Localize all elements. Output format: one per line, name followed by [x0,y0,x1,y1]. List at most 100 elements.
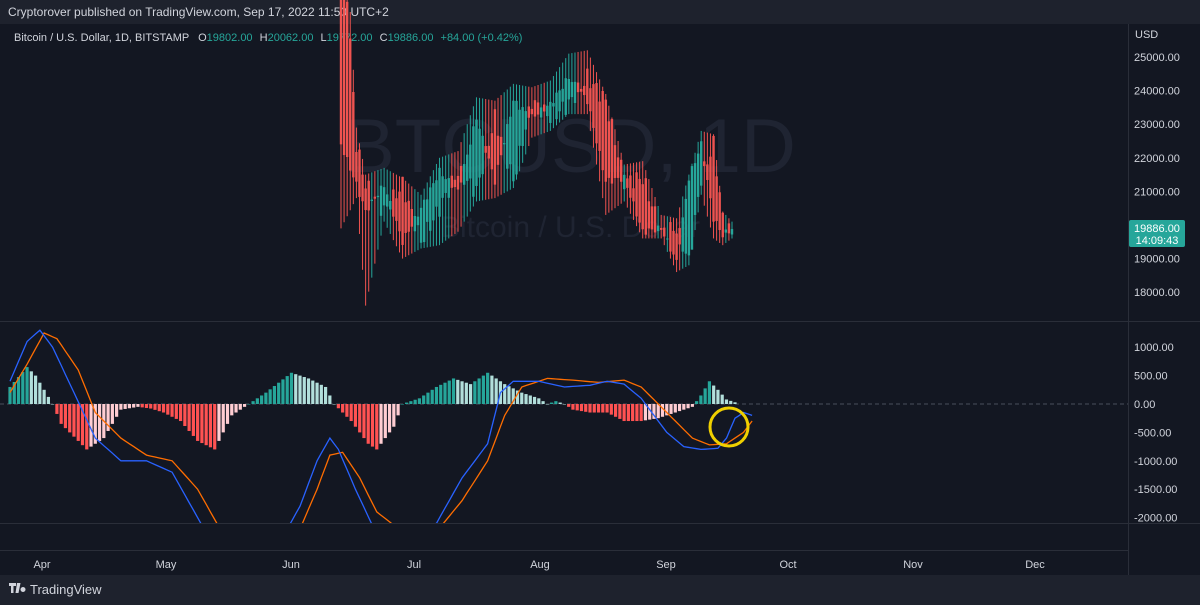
candle-body [715,176,718,221]
candle-body [453,179,457,188]
candle-body [413,215,417,232]
candle-body [675,233,678,260]
price-axis[interactable]: 25000.00 24000.00 23000.00 22000.00 21000.00… [1134,52,1180,299]
histogram-bar [51,404,55,405]
candle-body [382,187,386,206]
histogram-bar [55,404,59,414]
histogram-bar [187,404,191,431]
histogram-bar [456,379,460,404]
macd-axis[interactable]: 1000.00 500.00 0.00 -500.00 -1000.00 -1500.00… [1134,342,1177,524]
histogram-bar [294,374,298,404]
time-tick-label: Dec [1025,559,1045,571]
candle-body [629,175,632,198]
histogram-bar [298,375,302,404]
candle-body [401,176,404,245]
candle-body [690,166,694,250]
histogram-bar [208,404,213,448]
histogram-bar [562,404,567,405]
histogram-bar [507,386,511,404]
candle-body [706,164,709,181]
histogram-bar [319,384,323,404]
time-tick-label: Jul [407,559,421,571]
candle-body [426,199,429,222]
histogram-bar [345,404,349,417]
candle-body [539,107,543,118]
histogram-bar [178,404,183,422]
histogram-bar [550,402,554,404]
histogram-bar [690,404,694,407]
candle-body [395,198,398,221]
price-badge-value: 19886.00 [1134,223,1180,235]
candle-body [558,90,561,112]
candle-body [379,185,383,216]
histogram-bar [618,404,622,419]
histogram-bar [136,404,140,407]
candle-body [693,163,697,215]
candle-body [616,157,620,178]
low-value: 19772.00 [327,32,373,44]
candle-body [342,0,346,156]
histogram-bar [230,404,234,416]
open-value: 19802.00 [207,32,253,44]
candle-body [549,101,552,123]
publisher-text: Cryptorover published on TradingView.com… [8,5,389,19]
candle-body [709,156,712,199]
candle-body [509,116,512,165]
candle-body [352,92,355,178]
candle-body [644,178,647,235]
histogram-bar [68,404,72,433]
histogram-bar [25,367,29,404]
macd-tick-label: 1000.00 [1134,342,1174,354]
candle-body [496,135,500,165]
histogram-bar [76,404,80,441]
candle-body [524,111,527,130]
histogram-bar [677,404,682,412]
high-value: 20062.00 [268,32,314,44]
candle-body [672,230,675,255]
candle-body [718,192,721,231]
candle-body [355,152,358,182]
candle-body [567,78,571,100]
price-tick-label: 25000.00 [1134,52,1180,64]
time-axis[interactable]: Apr May Jun Jul Aug Sep Oct Nov Dec [33,559,1045,571]
histogram-bar [72,404,76,437]
candle-body [684,198,688,254]
price-tick-label: 22000.00 [1134,153,1180,165]
histogram-bar [132,404,136,408]
footer-bar [0,575,1200,605]
tradingview-logo-icon[interactable] [9,583,27,597]
candle-body [459,165,463,183]
histogram-bar [63,404,68,429]
symbol-legend: Bitcoin / U.S. Dollar, 1D, BITSTAMP O198… [14,32,522,44]
candle-body [666,238,669,240]
candle-body [712,135,715,222]
histogram-bar [460,381,464,404]
histogram-bar [166,404,170,415]
histogram-bar [213,404,217,450]
histogram-bar [362,404,366,439]
histogram-bar [601,404,605,413]
histogram-bar [80,404,85,446]
candle-body [490,133,494,170]
histogram-bar [468,384,473,404]
histogram-bar [29,371,33,404]
candle-body [601,90,604,171]
histogram-bar [285,376,289,404]
candle-body [663,227,666,237]
histogram-bar [161,404,166,413]
candle-body [721,212,724,238]
histogram-bar [669,404,673,414]
candle-body [392,189,395,217]
histogram-bar [409,401,413,404]
candle-body [478,128,481,178]
histogram-bar [486,372,490,404]
histogram-bar [272,386,277,404]
histogram-bar [127,404,132,409]
candle-body [481,135,484,175]
histogram-bar [217,404,221,441]
histogram-bar [106,404,110,431]
tradingview-brand[interactable]: TradingView [30,582,102,597]
histogram-bar [648,404,652,420]
candle-body [419,207,423,243]
